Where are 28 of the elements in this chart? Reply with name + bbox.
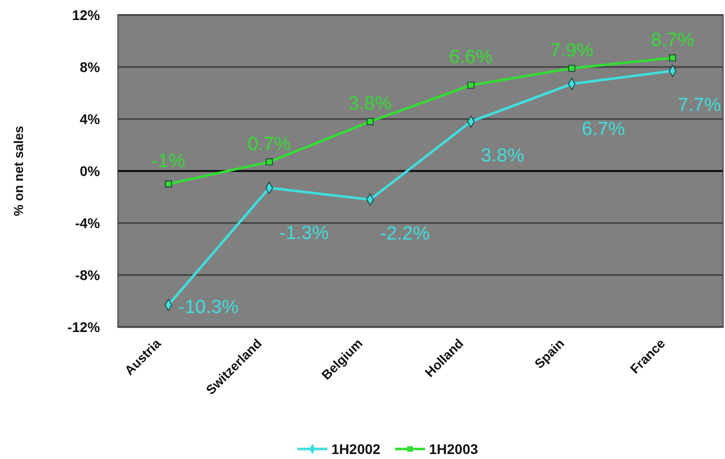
point [266, 158, 273, 166]
y-tick-label: 12% [72, 6, 101, 23]
data-label: 6.6% [449, 47, 493, 68]
data-label: -1% [152, 151, 186, 172]
y-tick-label: 4% [80, 110, 101, 127]
data-label: -1.3% [279, 223, 329, 244]
point [164, 180, 172, 188]
legend-label: 1H2002 [331, 440, 381, 457]
data-label: 8.7% [650, 30, 694, 51]
y-axis-title: % on net sales [11, 126, 26, 216]
point [467, 82, 474, 89]
data-label: 3.8% [480, 146, 524, 167]
legend-label: 1H2003 [429, 440, 478, 457]
y-tick-label: -4% [75, 214, 101, 231]
data-label: 7.9% [550, 40, 594, 62]
data-label: 0.7% [248, 134, 292, 155]
y-tick-label: -12% [67, 318, 101, 335]
y-tick-label: -8% [75, 266, 101, 283]
point [568, 64, 576, 72]
data-label: -2.2% [380, 224, 430, 245]
data-label: 6.7% [582, 119, 626, 140]
data-label: 7.7% [678, 94, 722, 116]
point [669, 54, 676, 62]
data-label: 3.8% [348, 94, 392, 115]
data-label: -10.3% [178, 297, 239, 318]
point [366, 118, 374, 126]
y-tick-label: 8% [80, 58, 101, 75]
y-tick-label: 0% [80, 162, 101, 179]
